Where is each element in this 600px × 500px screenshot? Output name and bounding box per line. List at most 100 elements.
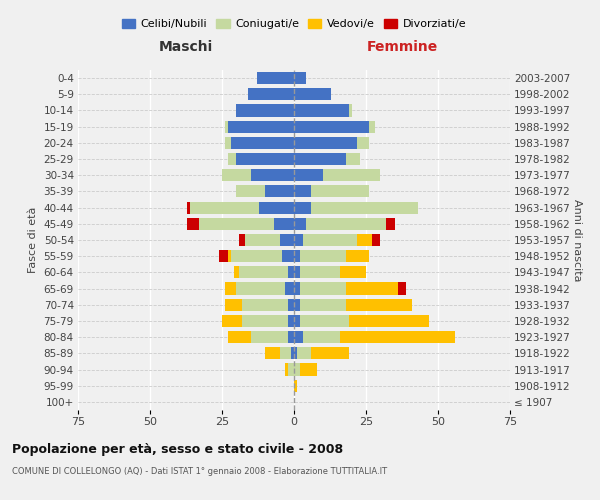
Legend: Celibi/Nubili, Coniugati/e, Vedovi/e, Divorziati/e: Celibi/Nubili, Coniugati/e, Vedovi/e, Di… [118, 14, 470, 34]
Bar [280, 348, 291, 360]
Bar [222, 169, 251, 181]
Bar [199, 218, 274, 230]
Bar [222, 315, 242, 327]
Y-axis label: Fasce di età: Fasce di età [28, 207, 38, 273]
Bar [340, 331, 455, 343]
Bar [300, 250, 346, 262]
Bar [283, 250, 294, 262]
Bar [302, 234, 358, 246]
Bar [230, 250, 283, 262]
Bar [225, 282, 236, 294]
Bar [288, 298, 294, 311]
Bar [239, 266, 288, 278]
Bar [187, 218, 199, 230]
Bar [294, 234, 302, 246]
Text: Femmine: Femmine [367, 40, 437, 54]
Bar [305, 218, 386, 230]
Bar [311, 202, 418, 213]
Bar [236, 282, 286, 294]
Bar [294, 153, 346, 165]
Bar [300, 364, 317, 376]
Bar [294, 315, 300, 327]
Bar [242, 298, 288, 311]
Bar [386, 218, 395, 230]
Bar [294, 120, 369, 132]
Bar [294, 266, 300, 278]
Bar [288, 315, 294, 327]
Bar [358, 234, 372, 246]
Bar [297, 348, 311, 360]
Text: Maschi: Maschi [159, 40, 213, 54]
Bar [228, 250, 230, 262]
Bar [300, 298, 346, 311]
Bar [248, 88, 294, 101]
Bar [259, 202, 294, 213]
Bar [225, 298, 242, 311]
Y-axis label: Anni di nascita: Anni di nascita [572, 198, 582, 281]
Bar [286, 282, 294, 294]
Bar [398, 282, 406, 294]
Bar [346, 282, 398, 294]
Bar [294, 218, 305, 230]
Bar [236, 153, 294, 165]
Bar [294, 186, 311, 198]
Bar [323, 169, 380, 181]
Bar [300, 266, 340, 278]
Bar [286, 364, 288, 376]
Bar [233, 266, 239, 278]
Bar [302, 331, 340, 343]
Bar [245, 234, 280, 246]
Bar [294, 331, 302, 343]
Bar [294, 282, 300, 294]
Bar [372, 234, 380, 246]
Bar [242, 315, 288, 327]
Bar [288, 331, 294, 343]
Bar [228, 120, 294, 132]
Bar [190, 202, 259, 213]
Bar [294, 380, 297, 392]
Bar [230, 137, 294, 149]
Bar [288, 266, 294, 278]
Bar [294, 298, 300, 311]
Bar [369, 120, 374, 132]
Text: COMUNE DI COLLELONGO (AQ) - Dati ISTAT 1° gennaio 2008 - Elaborazione TUTTITALIA: COMUNE DI COLLELONGO (AQ) - Dati ISTAT 1… [12, 468, 387, 476]
Bar [294, 169, 323, 181]
Bar [251, 331, 288, 343]
Bar [294, 88, 331, 101]
Bar [225, 120, 228, 132]
Bar [300, 282, 346, 294]
Bar [300, 315, 349, 327]
Bar [228, 331, 251, 343]
Bar [294, 348, 297, 360]
Bar [294, 104, 349, 117]
Bar [291, 348, 294, 360]
Bar [219, 250, 228, 262]
Bar [239, 234, 245, 246]
Bar [228, 153, 236, 165]
Bar [236, 186, 265, 198]
Bar [257, 72, 294, 84]
Bar [187, 202, 190, 213]
Bar [294, 72, 305, 84]
Bar [311, 348, 349, 360]
Bar [265, 186, 294, 198]
Bar [294, 137, 358, 149]
Bar [340, 266, 366, 278]
Bar [274, 218, 294, 230]
Text: Popolazione per età, sesso e stato civile - 2008: Popolazione per età, sesso e stato civil… [12, 442, 343, 456]
Bar [346, 153, 360, 165]
Bar [294, 202, 311, 213]
Bar [346, 250, 369, 262]
Bar [288, 364, 294, 376]
Bar [349, 315, 430, 327]
Bar [349, 104, 352, 117]
Bar [358, 137, 369, 149]
Bar [280, 234, 294, 246]
Bar [251, 169, 294, 181]
Bar [225, 137, 230, 149]
Bar [294, 364, 300, 376]
Bar [294, 250, 300, 262]
Bar [311, 186, 369, 198]
Bar [236, 104, 294, 117]
Bar [346, 298, 412, 311]
